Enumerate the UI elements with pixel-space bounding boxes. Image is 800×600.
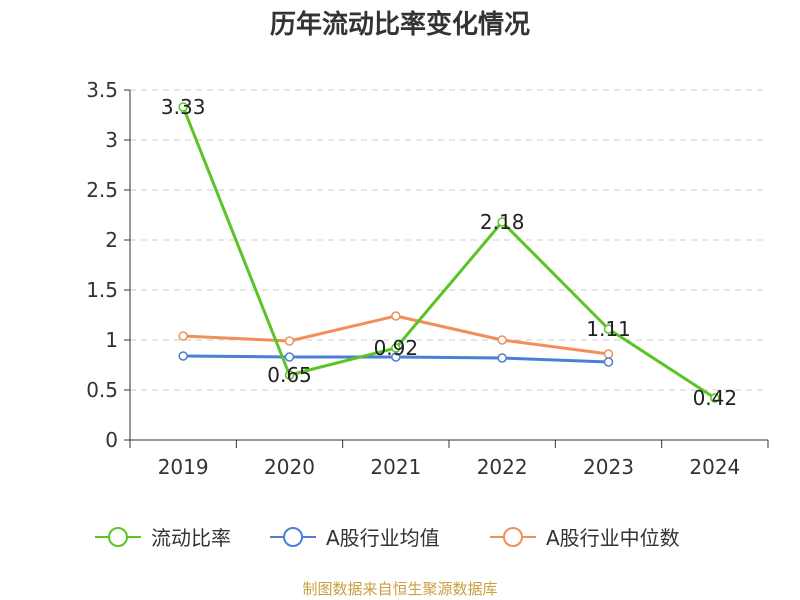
legend-item[interactable]: A股行业中位数 xyxy=(490,526,680,550)
y-tick-label: 3 xyxy=(105,128,118,152)
y-tick-label: 0 xyxy=(105,428,118,452)
data-point xyxy=(391,343,401,353)
data-point xyxy=(603,324,614,334)
legend-label: A股行业均值 xyxy=(326,526,440,550)
series-line-1 xyxy=(181,106,716,400)
data-point xyxy=(497,217,507,227)
axes: 0 0.5 1 1.5 2 2.5 3 3.5 2019 2020 2021 2022 2023 2024 xyxy=(86,78,769,479)
x-tick-label: 2020 xyxy=(264,455,315,479)
x-tick-label: 2021 xyxy=(370,455,421,479)
chart-title: 历年流动比率变化情况 xyxy=(269,10,530,40)
data-label: 1.11 xyxy=(586,317,631,341)
data-label: 2.18 xyxy=(480,210,525,234)
data-point xyxy=(497,353,507,363)
y-tick-label: 3.5 xyxy=(86,78,118,102)
legend: 流动比率 A股行业均值 A股行业中位数 xyxy=(95,526,680,550)
legend-swatch-marker xyxy=(503,527,523,547)
data-point xyxy=(284,352,295,362)
y-tick-label: 0.5 xyxy=(86,378,118,402)
legend-swatch-marker xyxy=(283,527,303,547)
data-labels: 3.33 0.65 0.92 2.18 1.11 0.42 xyxy=(161,95,737,410)
x-tick-label: 2022 xyxy=(477,455,528,479)
data-label: 3.33 xyxy=(161,95,206,119)
x-tick-label: 2024 xyxy=(689,455,740,479)
data-label: 0.92 xyxy=(374,336,419,360)
data-point xyxy=(603,357,614,367)
legend-swatch-marker xyxy=(108,527,128,547)
grid-lines xyxy=(130,89,768,391)
data-point xyxy=(497,335,507,345)
legend-label: 流动比率 xyxy=(151,526,231,550)
y-tick-label: 1.5 xyxy=(86,278,118,302)
x-tick-label: 2023 xyxy=(583,455,634,479)
data-label: 0.42 xyxy=(693,386,738,410)
legend-item[interactable]: 流动比率 xyxy=(95,526,231,550)
data-point xyxy=(178,102,188,112)
x-tick-label: 2019 xyxy=(158,455,209,479)
data-point xyxy=(710,393,720,403)
data-point xyxy=(178,351,188,361)
series-lines xyxy=(178,102,720,403)
legend-item[interactable]: A股行业均值 xyxy=(270,526,440,550)
data-point xyxy=(284,370,295,380)
y-tick-label: 2.5 xyxy=(86,178,118,202)
y-tick-label: 2 xyxy=(105,228,118,252)
source-note: 制图数据来自恒生聚源数据库 xyxy=(302,580,498,598)
legend-label: A股行业中位数 xyxy=(546,526,680,550)
data-point xyxy=(391,352,401,362)
data-point xyxy=(603,349,614,359)
data-label: 0.65 xyxy=(267,363,312,387)
data-point xyxy=(178,331,188,341)
data-point xyxy=(391,311,401,321)
data-point xyxy=(284,336,295,346)
y-tick-label: 1 xyxy=(105,328,118,352)
